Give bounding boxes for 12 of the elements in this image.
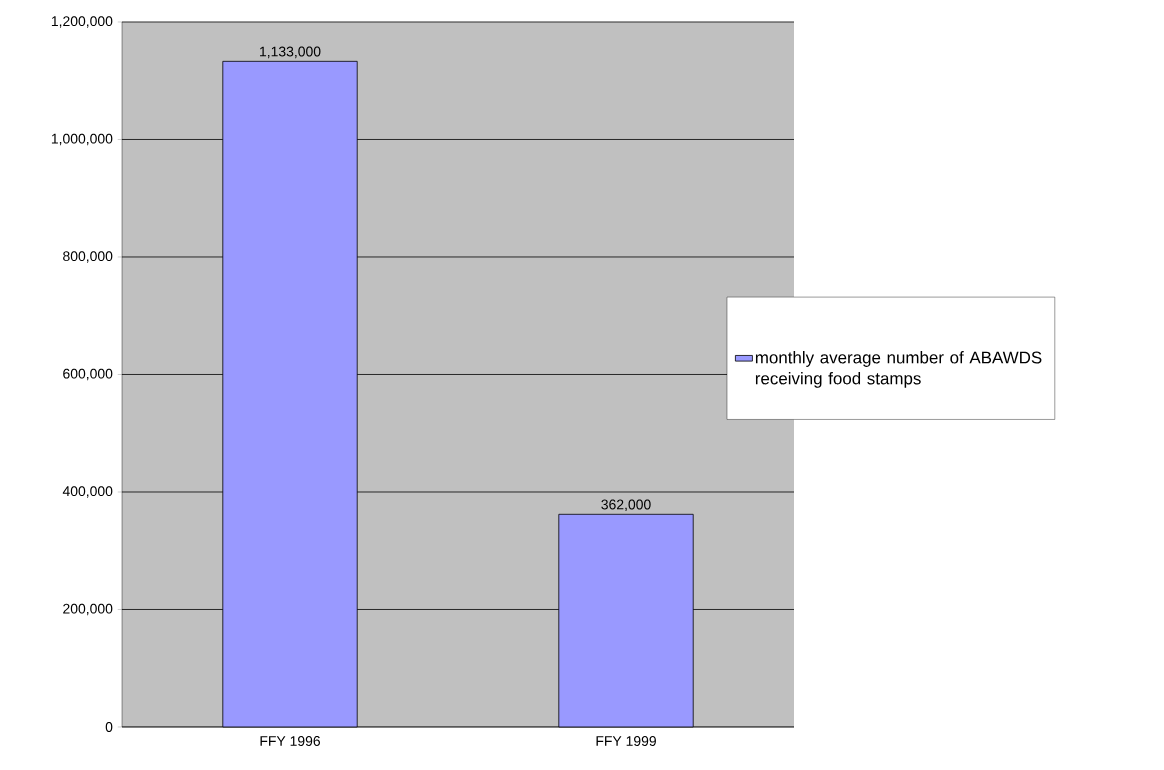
y-tick-label: 0	[105, 722, 113, 732]
y-tick-label: 800,000	[63, 251, 113, 263]
y-tick-label: 600,000	[63, 368, 113, 381]
y-tick-label: 200,000	[63, 603, 113, 616]
data-label: 362,000	[601, 499, 651, 512]
x-tick-label: FFY 1996	[260, 736, 320, 746]
data-label: 1,133,000	[260, 46, 321, 59]
y-tick-label: 1,200,000	[51, 16, 113, 28]
y-tick-label: 400,000	[62, 486, 113, 498]
x-tick-label: FFY 1999	[596, 736, 656, 746]
legend-label: monthly average number of ABAWDS receiving food stamps	[755, 351, 1042, 388]
y-tick-label: 1,000,000	[51, 133, 113, 146]
